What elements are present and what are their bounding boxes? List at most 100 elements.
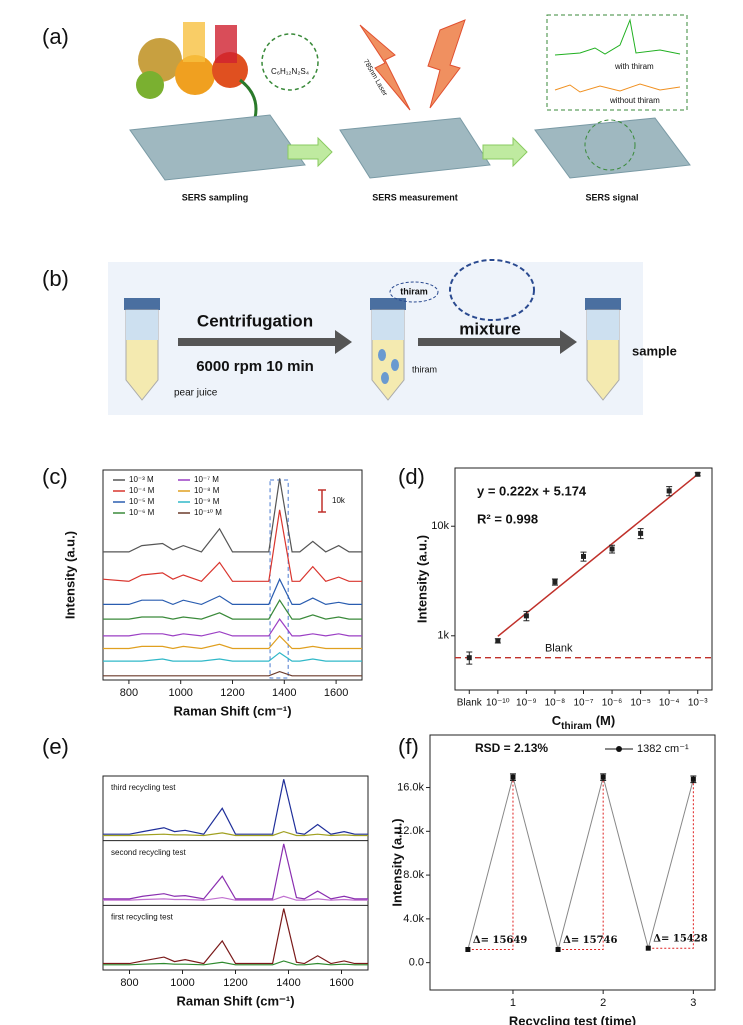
series-line: [103, 960, 368, 966]
signal-box: [546, 14, 688, 111]
legend-text: 10⁻⁹ M: [194, 497, 220, 506]
step-label: mixture: [459, 319, 520, 338]
laser-bolt: [427, 19, 466, 109]
formula: C₆H₁₂N₂S₄: [271, 67, 309, 76]
x-tick-label: 800: [120, 687, 138, 699]
x-tick-label: 10⁻⁶: [602, 698, 623, 709]
series-line: [103, 577, 362, 606]
marker: [638, 530, 644, 536]
series-line: [103, 843, 368, 900]
x-tick-label: 10⁻³: [688, 698, 708, 709]
panel-label: (c): [42, 464, 68, 489]
tube: [124, 298, 160, 401]
blank-label: Blank: [545, 643, 573, 655]
series-line: [103, 670, 362, 677]
y-tick-label: 16.0k: [397, 781, 424, 793]
legend-text: 10⁻⁸ M: [194, 486, 220, 495]
legend-text: 10⁻³ M: [129, 475, 154, 484]
panel-label: (e): [42, 734, 69, 759]
x-tick-label: 1600: [329, 977, 353, 989]
x-tick-label: 3: [690, 997, 696, 1009]
panel-b: (b) Centrifugation 6000 rpm 10 min mixtu…: [42, 259, 677, 415]
x-axis-label-part: (M): [596, 713, 616, 728]
legend-marker: [616, 746, 622, 752]
series-line: [103, 908, 368, 965]
y-axis-label: Intensity (a.u.): [414, 535, 429, 623]
plot-frame: [429, 734, 716, 991]
tube-label: sample: [632, 343, 677, 358]
y-tick-label: 8.0k: [403, 869, 424, 881]
x-tick-label: 1400: [276, 977, 300, 989]
panel-label: (f): [398, 734, 419, 759]
equation: y = 0.222x + 5.174: [477, 483, 587, 498]
subplot-label: second recycling test: [111, 848, 186, 857]
spectrum-decor: [554, 18, 681, 56]
bubble-label: thiram: [400, 286, 428, 296]
x-tick-label: 1000: [168, 687, 192, 699]
arrow: [239, 78, 258, 119]
x-tick-label: 1200: [220, 687, 244, 699]
x-axis-label: Raman Shift (cm⁻¹): [173, 703, 291, 718]
series-line: [103, 830, 368, 837]
marker: [695, 471, 701, 477]
arrow: [482, 136, 528, 168]
panel-label: (a): [42, 24, 69, 49]
step-label: SERS measurement: [372, 192, 458, 202]
marker: [495, 638, 501, 644]
step-label: Centrifugation: [197, 311, 313, 330]
marker: [581, 553, 586, 559]
x-tick-label: 10⁻¹⁰: [486, 698, 510, 709]
x-axis-label: Recycling test (time): [509, 1013, 636, 1025]
y-axis-label: Intensity (a.u.): [389, 818, 404, 906]
series-line: [103, 779, 368, 835]
marker: [600, 774, 606, 780]
legend-text: 10⁻⁶ M: [129, 508, 155, 517]
substrate: [534, 117, 691, 179]
series-line: [103, 651, 362, 662]
tube: [585, 298, 621, 401]
legend-text: 10⁻⁴ M: [129, 486, 155, 495]
substrate: [129, 114, 306, 181]
tube-label: thiram: [412, 364, 437, 374]
tube: [370, 298, 406, 401]
delta-label: Δ= 15428: [653, 934, 707, 945]
zoom-circle: [584, 119, 636, 171]
marker: [510, 774, 516, 780]
legend-text: 1382 cm⁻¹: [637, 743, 689, 755]
panel-label: (d): [398, 464, 425, 489]
series-line: [103, 895, 368, 901]
y-tick-label: 1k: [437, 630, 449, 642]
subplot-label: third recycling test: [111, 783, 176, 792]
delta-guide: [467, 777, 514, 951]
marker: [465, 947, 471, 953]
x-tick-label: 10⁻⁹: [516, 698, 537, 709]
series-line: [103, 635, 362, 650]
molecule-circle: [261, 33, 319, 91]
series-line: [103, 599, 362, 620]
series-line: [102, 509, 362, 582]
y-tick-label: 4.0k: [403, 913, 424, 925]
marker: [666, 488, 672, 494]
plot-frame: [454, 467, 713, 691]
marker: [523, 613, 529, 619]
tube-label: pear juice: [174, 388, 218, 399]
fruit-image: [136, 22, 248, 99]
marker: [552, 579, 558, 585]
annotation: RSD = 2.13%: [475, 741, 548, 755]
x-tick-label: 10⁻⁴: [659, 698, 680, 709]
x-axis-label: Cthiram (M): [552, 713, 615, 731]
step-label: SERS sampling: [182, 192, 249, 202]
x-tick-label: 2: [600, 997, 606, 1009]
molecule-bubble: [449, 259, 535, 321]
step-label: SERS signal: [585, 192, 638, 202]
x-tick-label: 10⁻⁵: [630, 698, 651, 709]
subplot-label: first recycling test: [111, 912, 174, 921]
plot-frame: [102, 775, 369, 971]
x-tick-label: 1: [510, 997, 516, 1009]
legend-text: 10⁻⁵ M: [129, 497, 155, 506]
x-tick-label: 1000: [170, 977, 194, 989]
spectrum-decor: [554, 83, 681, 93]
marker: [645, 945, 651, 951]
x-axis-label: Raman Shift (cm⁻¹): [176, 993, 294, 1008]
